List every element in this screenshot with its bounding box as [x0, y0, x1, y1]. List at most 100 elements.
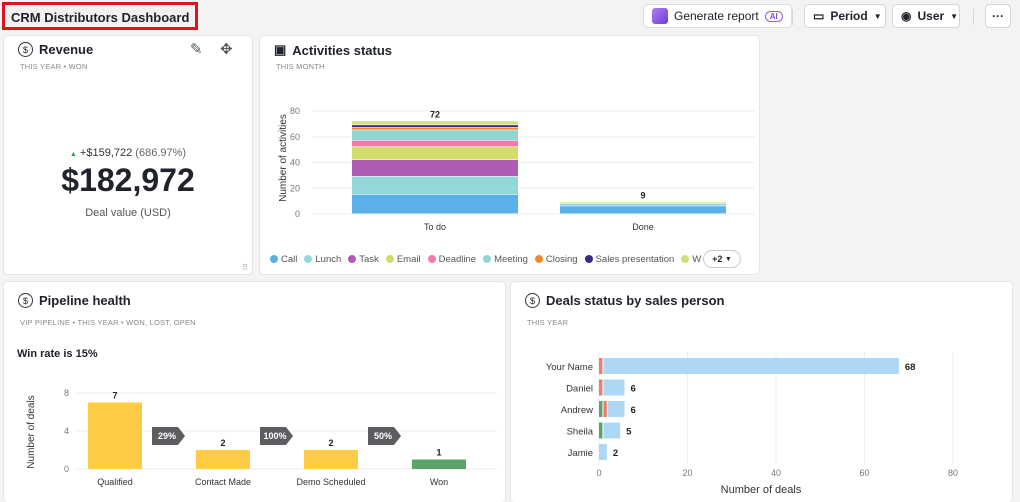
bar-segment: [603, 358, 899, 374]
bar-segment-w: [352, 121, 518, 125]
divider: [792, 9, 793, 25]
bar-segment-closing: [352, 127, 518, 130]
chevron-down-icon: ▼: [873, 11, 882, 21]
legend-dot: [427, 255, 436, 263]
y-tick-label: 4: [64, 426, 69, 436]
x-tick-label: To do: [424, 222, 446, 232]
bar-value-label: 2: [220, 438, 225, 448]
bar-segment: [599, 358, 603, 374]
y-tick-label: 40: [290, 158, 300, 168]
legend-dot: [385, 255, 394, 263]
bar-value-label: 7: [112, 391, 117, 401]
card-subtitle: THIS YEAR: [527, 318, 569, 327]
move-icon[interactable]: ✥: [220, 41, 233, 58]
legend-label: W: [692, 254, 702, 265]
bar-segment-lunch: [560, 203, 726, 206]
legend-label: Call: [281, 254, 298, 265]
dollar-icon: $: [525, 293, 540, 308]
y-tick-label: Andrew: [561, 405, 593, 416]
calendar-icon: ▣: [274, 42, 287, 57]
top-bar: CRM Distributors Dashboard Generate repo…: [0, 0, 1020, 34]
bar-segment: [603, 379, 625, 396]
conversion-arrow: [152, 427, 185, 445]
pipeline-chart: 0 4 8 Number of deals 7 Qualified 2 Contact Mad…: [26, 388, 497, 487]
period-dropdown[interactable]: ▭ Period ▼: [804, 4, 886, 28]
bar-segment-sales-presentation: [352, 125, 518, 128]
legend-item[interactable]: Email: [385, 254, 421, 265]
legend-label: Sales presentation: [595, 254, 675, 265]
dollar-icon: $: [18, 42, 33, 57]
legend-item[interactable]: W: [681, 254, 701, 265]
generate-report-button[interactable]: Generate report AI: [643, 4, 792, 28]
y-axis-label: Number of activities: [278, 114, 289, 202]
card-title: Revenue: [39, 42, 94, 57]
divider: [973, 9, 974, 25]
legend-item[interactable]: Closing: [534, 254, 578, 265]
y-tick-label: 20: [290, 183, 300, 193]
bar-total-label: 6: [631, 405, 636, 416]
chevron-down-icon: ▼: [724, 255, 732, 263]
pipeline-card: $ Pipeline health VIP PIPELINE • THIS YEA…: [4, 282, 505, 502]
y-tick-label: 0: [295, 209, 300, 219]
y-axis-label: Number of deals: [26, 395, 37, 468]
card-title: Activities status: [292, 42, 392, 58]
y-tick-label: Your Name: [546, 362, 593, 373]
bar-total-label: 2: [613, 448, 618, 459]
activities-card: ▣ Activities status THIS MONTH 0 20 40 60 80 N…: [260, 36, 759, 274]
legend-item[interactable]: Call: [270, 254, 297, 265]
legend-item[interactable]: Task: [348, 254, 379, 265]
legend-item[interactable]: Lunch: [304, 254, 341, 265]
legend-label: Closing: [545, 254, 578, 265]
user-icon: ◉: [901, 9, 912, 23]
deals-chart: 0 20 40 60 80 Number of deals Your Name 68 Danie…: [546, 352, 958, 496]
x-tick-label: 0: [596, 468, 601, 478]
bar-segment-w: [560, 202, 726, 204]
revenue-value: $182,972: [61, 162, 195, 198]
bar-segment: [603, 422, 621, 439]
calendar-icon: ▭: [813, 9, 825, 23]
chart-legend: Call Lunch Task Email Deadline Meeting Closing…: [270, 254, 740, 265]
trend-up-icon: ▲: [69, 151, 77, 158]
legend-more-button[interactable]: +2 ▼: [703, 250, 741, 268]
bar-total-label: 5: [626, 427, 632, 438]
bar-demo-scheduled: [304, 450, 358, 469]
y-tick-label: 0: [64, 464, 69, 474]
bar-segment-meeting: [352, 130, 518, 141]
legend-item[interactable]: Deadline: [427, 254, 477, 265]
user-label: User: [917, 9, 945, 23]
y-tick-label: 60: [290, 132, 300, 142]
conversion-rate: 29%: [158, 431, 176, 441]
x-tick-label: 20: [682, 468, 692, 478]
legend-item[interactable]: Meeting: [483, 254, 528, 265]
x-tick-label: 40: [771, 468, 781, 478]
bar-segment-email: [352, 147, 518, 160]
generate-report-label: Generate report: [674, 9, 759, 23]
bar-segment: [603, 401, 607, 417]
revenue-label: Deal value (USD): [85, 207, 171, 219]
win-rate: Win rate is 15%: [17, 348, 98, 360]
bar-value-label: 2: [328, 438, 333, 448]
legend-item[interactable]: Sales presentation: [584, 254, 675, 265]
conversion-rate: 50%: [374, 431, 392, 441]
legend-label: Deadline: [438, 254, 477, 265]
x-tick-label: Qualified: [97, 477, 133, 487]
x-tick-label: 60: [859, 468, 869, 478]
report-icon: [652, 8, 668, 24]
resize-handle-icon[interactable]: ⠿: [242, 263, 248, 272]
x-axis-label: Number of deals: [721, 484, 802, 496]
y-tick-label: 80: [290, 106, 300, 116]
user-dropdown[interactable]: ◉ User ▼: [892, 4, 960, 28]
legend-label: Meeting: [494, 254, 528, 265]
edit-icon[interactable]: ✎: [190, 41, 203, 58]
more-options-button[interactable]: ···: [985, 4, 1011, 28]
conversion-rate: 100%: [263, 431, 286, 441]
bar-qualified: [88, 402, 142, 469]
revenue-change: ▲ +$159,722 (686.97%): [4, 147, 252, 159]
more-count: +2: [712, 254, 723, 264]
x-tick-label: Demo Scheduled: [296, 477, 365, 487]
change-percent: (686.97%): [135, 147, 187, 159]
change-value: +$159,722: [79, 147, 133, 159]
bar-total-label: 72: [430, 109, 440, 119]
card-title: Pipeline health: [39, 293, 131, 308]
